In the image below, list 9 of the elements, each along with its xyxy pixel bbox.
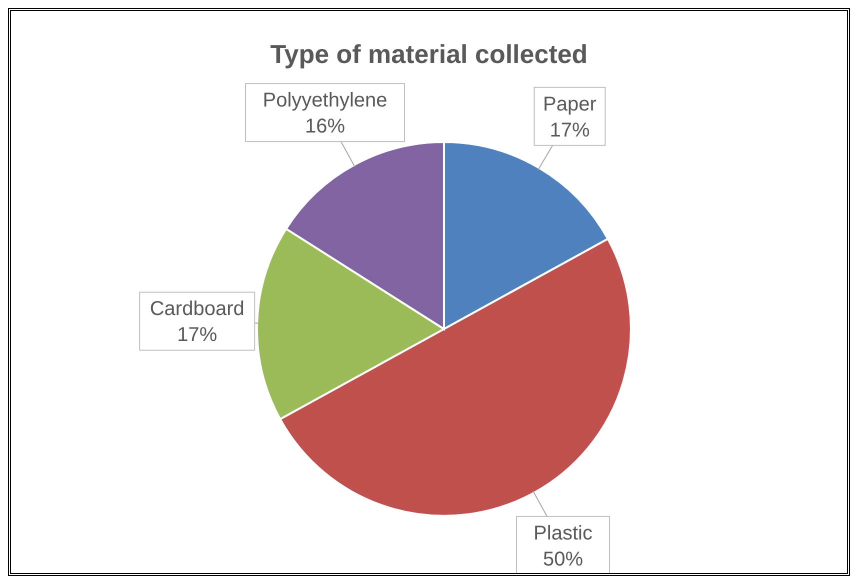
data-label: 50% <box>542 548 584 570</box>
data-label: 17% <box>550 119 590 142</box>
slice-label: Polyyethylene <box>262 90 388 112</box>
slice-label: Cardboard <box>150 298 244 320</box>
slice-label: Paper <box>543 93 597 116</box>
data-label: 16% <box>304 116 346 138</box>
chart-title: Type of material collected <box>270 39 588 69</box>
slice-label: Plastic <box>534 522 592 544</box>
data-label: 17% <box>177 324 218 346</box>
